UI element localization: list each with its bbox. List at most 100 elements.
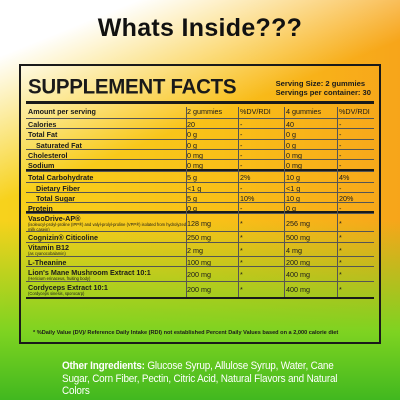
column-separator	[186, 107, 187, 297]
nutrient-name: Cognizin® Citicoline	[26, 233, 186, 242]
dv-4-gummies: -	[339, 183, 342, 193]
nutrient-name: Cholesterol	[26, 151, 186, 160]
nutrient-name: Total Sugar	[26, 194, 186, 203]
nutrient-name: L-Theanine	[26, 258, 186, 267]
header-col-dv-2: %DV/RDI	[339, 107, 370, 116]
nutrient-name: Saturated Fat	[26, 141, 186, 150]
nutrient-name: Vitamin B12 (as cyanocobalamin)	[26, 243, 186, 257]
nutrient-note: (Hericium erinaceus, fruiting body)	[28, 275, 91, 281]
amount-4-gummies: <1 g	[286, 183, 301, 193]
dv-2-gummies: 10%	[240, 193, 255, 203]
header-col-2-gummies: 2 gummies	[187, 107, 223, 116]
amount-2-gummies: 250 mg	[187, 233, 211, 242]
bottom-divider	[26, 297, 374, 299]
table-row: Lion's Mane Mushroom Extract 10:1 (Herici…	[26, 266, 374, 282]
dv-2-gummies: -	[240, 119, 243, 129]
nutrient-note: (isoleucyl-prolyl-proline (IPP®) and val…	[28, 221, 186, 232]
nutrient-label: Protein	[28, 204, 53, 213]
amount-4-gummies: 500 mg	[286, 233, 310, 242]
amount-4-gummies: 10 g	[286, 173, 300, 182]
dv-2-gummies: *	[240, 245, 243, 255]
nutrient-label: Sodium	[28, 160, 55, 170]
amount-2-gummies: 200 mg	[187, 285, 211, 294]
dv-2-gummies: -	[240, 140, 243, 150]
amount-4-gummies: 400 mg	[286, 285, 310, 294]
table-row: Protein 0 g - 0 g -	[26, 202, 374, 214]
amount-4-gummies: 256 mg	[286, 218, 310, 228]
section-divider	[26, 169, 374, 171]
dv-4-gummies: *	[339, 285, 342, 294]
table-row: Total Sugar 5 g 10% 10 g 20%	[26, 192, 374, 203]
dv-4-gummies: *	[339, 233, 342, 242]
table-row: Sodium 0 mg - 0 mg -	[26, 159, 374, 170]
nutrient-label: Total Carbohydrate	[28, 173, 94, 182]
amount-4-gummies: 10 g	[286, 193, 300, 203]
amount-4-gummies: 40	[286, 119, 294, 129]
nutrient-label: Cordyceps Extract 10:1	[28, 282, 108, 292]
nutrient-name: Dietary Fiber	[26, 184, 186, 193]
nutrient-name: Lion's Mane Mushroom Extract 10:1 (Herici…	[26, 268, 186, 282]
nutrient-name: Total Carbohydrate	[26, 173, 186, 182]
dv-4-gummies: *	[339, 257, 342, 267]
amount-4-gummies: 400 mg	[286, 270, 310, 279]
other-ingredients-label: Other Ingredients:	[62, 360, 145, 372]
dv-2-gummies: *	[240, 285, 243, 294]
nutrient-label: Dietary Fiber	[36, 183, 80, 193]
nutrient-name: Calories	[26, 120, 186, 129]
dv-2-gummies: *	[240, 270, 243, 279]
top-divider	[26, 101, 374, 104]
amount-2-gummies: 0 mg	[187, 160, 203, 170]
nutrient-note: (as cyanocobalamin)	[28, 251, 66, 257]
nutrient-label: Cognizin® Citicoline	[28, 233, 98, 242]
supplement-facts-panel: SUPPLEMENT FACTS Serving Size: 2 gummies…	[19, 64, 381, 344]
amount-2-gummies: 0 mg	[187, 150, 203, 160]
amount-4-gummies: 0 mg	[286, 150, 302, 160]
nutrient-name: Sodium	[26, 161, 186, 170]
nutrient-name: Cordyceps Extract 10:1 (Cordyceps sinesis…	[26, 283, 186, 297]
amount-4-gummies: 0 mg	[286, 160, 302, 170]
column-separator	[238, 107, 239, 297]
dv-2-gummies: -	[240, 129, 243, 139]
table-row: L-Theanine 100 mg * 200 mg *	[26, 256, 374, 267]
supplement-facts-heading: SUPPLEMENT FACTS	[28, 74, 237, 99]
nutrient-label: Total Fat	[28, 129, 58, 139]
nutrient-label: Total Sugar	[36, 193, 76, 203]
dv-2-gummies: -	[240, 160, 243, 170]
nutrient-label: Saturated Fat	[36, 140, 82, 150]
amount-4-gummies: 200 mg	[286, 257, 310, 267]
nutrient-label: VasoDrive-AP®	[28, 213, 81, 223]
serving-size: Serving Size: 2 gummies	[275, 79, 366, 88]
table-row: Cognizin® Citicoline 250 mg * 500 mg *	[26, 231, 374, 243]
footnote: * %Daily Value (DV)/ Reference Daily Int…	[33, 330, 339, 336]
table-row: Dietary Fiber <1 g - <1 g -	[26, 182, 374, 193]
dv-4-gummies: -	[339, 160, 342, 170]
dv-4-gummies: -	[339, 150, 342, 160]
amount-2-gummies: 0 g	[187, 129, 197, 139]
dv-4-gummies: -	[339, 129, 342, 139]
amount-4-gummies: 4 mg	[286, 245, 302, 255]
table-row: Cholesterol 0 mg - 0 mg -	[26, 149, 374, 160]
table-row: Saturated Fat 0 g - 0 g -	[26, 139, 374, 150]
header-col-4-gummies: 4 gummies	[286, 107, 322, 116]
dv-2-gummies: -	[240, 150, 243, 160]
page-title: Whats Inside???	[97, 14, 303, 42]
amount-2-gummies: 5 g	[187, 193, 197, 203]
dv-4-gummies: *	[339, 270, 342, 279]
dv-2-gummies: *	[240, 233, 243, 242]
amount-4-gummies: 0 g	[286, 204, 296, 213]
amount-2-gummies: 100 mg	[187, 257, 211, 267]
nutrient-name: Total Fat	[26, 130, 186, 139]
dv-4-gummies: *	[339, 245, 342, 255]
dv-2-gummies: -	[240, 204, 243, 213]
header-amount-label: Amount per serving	[28, 107, 96, 116]
amount-4-gummies: 0 g	[286, 129, 296, 139]
amount-2-gummies: 0 g	[187, 140, 197, 150]
nutrient-label: Lion's Mane Mushroom Extract 10:1	[28, 267, 151, 277]
column-separator	[284, 107, 285, 297]
dv-4-gummies: -	[339, 140, 342, 150]
table-header-row: Amount per serving 2 gummies %DV/RDI 4 gumm…	[26, 106, 374, 117]
other-ingredients: Other Ingredients: Glucose Syrup, Allulo…	[62, 360, 338, 398]
nutrient-label: Calories	[28, 119, 57, 129]
amount-2-gummies: 20	[187, 119, 195, 129]
